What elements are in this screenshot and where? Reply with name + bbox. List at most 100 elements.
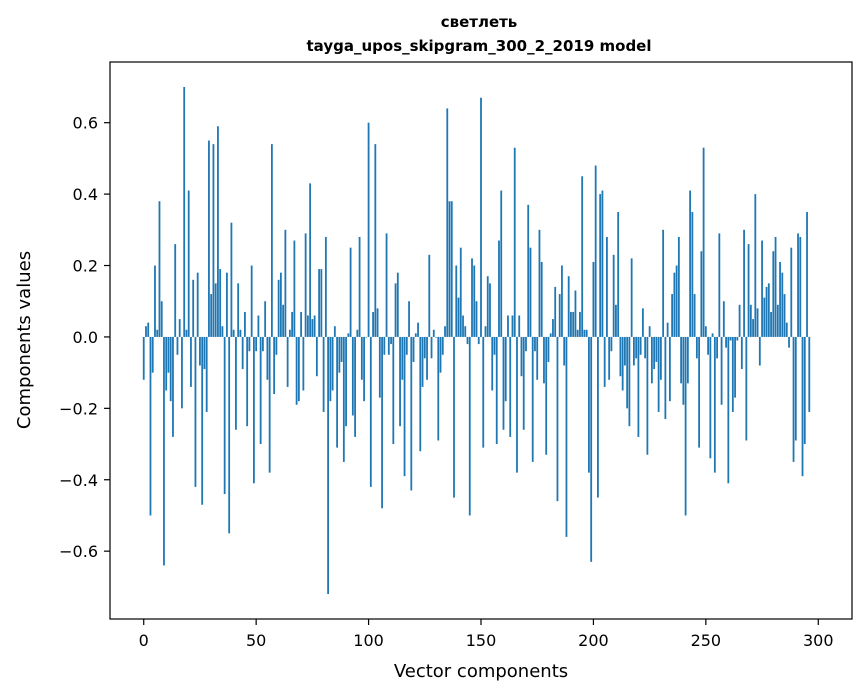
bar [621,336,624,391]
bar [246,336,249,427]
bar [199,336,201,366]
bar [259,336,262,445]
bar [781,272,784,337]
bar [637,336,640,437]
bar [756,308,759,337]
bar [722,301,725,337]
bar [752,319,754,337]
bar [489,283,491,337]
bar [511,315,514,337]
bar [223,336,226,495]
bar [522,336,525,430]
bar [387,336,390,355]
bar [671,294,674,337]
bar [729,336,732,341]
bar [520,336,523,377]
bar [320,269,323,337]
bar [410,336,413,491]
bar [543,336,545,384]
bar [432,329,435,337]
bar [333,326,336,337]
bar [459,247,462,337]
bar [374,144,377,337]
x-tick-label: 200 [578,631,609,650]
bar [349,247,352,337]
bar [743,229,745,337]
bar [419,336,422,452]
bar [214,283,217,337]
bar [581,176,584,337]
bar [657,336,660,412]
bar [763,297,766,337]
bar [574,290,577,337]
bar [226,272,228,337]
bar [646,336,649,455]
bar [293,240,296,337]
bar-series [142,86,811,595]
bar [151,336,154,373]
bar [628,336,631,427]
bar [273,336,276,395]
bar [439,336,442,373]
bar [450,201,453,337]
bar [147,322,150,337]
bar [565,336,568,537]
bar [633,336,635,366]
bar [509,336,512,437]
bar [217,126,219,337]
bar [725,336,727,348]
bar [785,322,788,337]
bar [792,336,795,462]
bar [615,304,617,337]
bar [468,336,471,516]
bar [779,261,781,337]
bar [608,336,611,380]
bar [165,336,168,391]
bar [313,315,316,337]
x-tick-label: 50 [246,631,266,650]
bar [788,336,790,348]
bar [417,322,419,337]
bar [612,254,615,337]
bar [221,326,224,337]
bar [291,311,294,337]
bar [448,201,451,337]
bar [266,336,269,380]
bar [794,336,797,441]
bar [396,272,399,337]
bar [475,301,478,337]
bar [185,329,188,337]
bar [767,283,770,337]
bar [588,336,590,473]
bar [491,336,494,391]
bar [336,336,338,448]
bar [745,336,748,441]
bar [673,272,676,337]
bar [302,336,305,391]
y-tick-label: −0.6 [59,542,98,561]
bar [536,336,539,380]
bar [172,336,174,437]
bar [659,336,662,380]
bar [567,276,570,337]
bar [516,336,518,473]
bar [322,336,325,412]
y-axis-label: Components values [14,251,35,429]
bar [594,165,597,337]
y-tick-label: 0.2 [73,257,98,276]
bar [277,279,280,337]
bar [423,336,426,359]
bar [558,294,561,337]
bar [493,336,496,355]
bar [205,336,208,412]
bar [720,336,723,405]
bar [163,336,165,566]
bar [534,336,536,352]
bar [187,190,190,337]
bar [304,233,307,337]
chart-title-line2: tayga_upos_skipgram_300_2_2019 model [307,37,652,55]
bar [383,336,386,355]
bar [799,236,802,337]
bar [408,301,410,337]
bar [354,336,356,437]
